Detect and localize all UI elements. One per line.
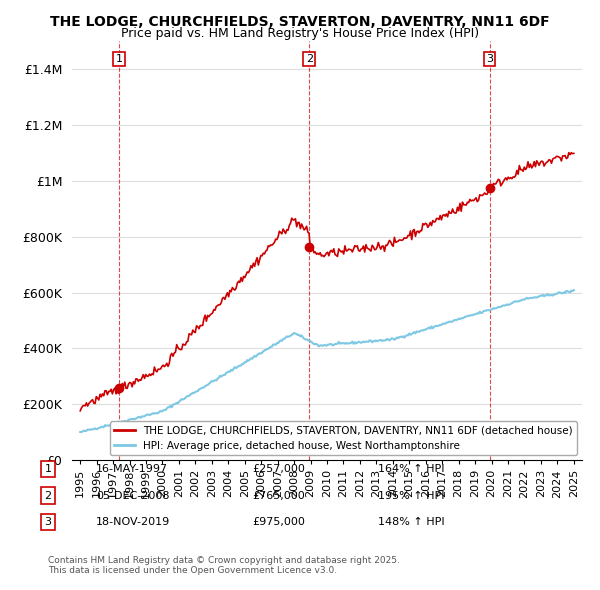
Text: 18-NOV-2019: 18-NOV-2019 [96,517,170,527]
Text: Contains HM Land Registry data © Crown copyright and database right 2025.
This d: Contains HM Land Registry data © Crown c… [48,556,400,575]
Text: 3: 3 [44,517,52,527]
Text: £765,000: £765,000 [252,491,305,500]
Text: 16-MAY-1997: 16-MAY-1997 [96,464,168,474]
Text: 2: 2 [305,54,313,64]
Text: Price paid vs. HM Land Registry's House Price Index (HPI): Price paid vs. HM Land Registry's House … [121,27,479,40]
Legend: THE LODGE, CHURCHFIELDS, STAVERTON, DAVENTRY, NN11 6DF (detached house), HPI: Av: THE LODGE, CHURCHFIELDS, STAVERTON, DAVE… [110,421,577,455]
Text: 164% ↑ HPI: 164% ↑ HPI [378,464,445,474]
Text: 148% ↑ HPI: 148% ↑ HPI [378,517,445,527]
Text: 05-DEC-2008: 05-DEC-2008 [96,491,170,500]
Text: 1: 1 [116,54,123,64]
Text: 195% ↑ HPI: 195% ↑ HPI [378,491,445,500]
Text: 3: 3 [486,54,493,64]
Text: £975,000: £975,000 [252,517,305,527]
Text: THE LODGE, CHURCHFIELDS, STAVERTON, DAVENTRY, NN11 6DF: THE LODGE, CHURCHFIELDS, STAVERTON, DAVE… [50,15,550,29]
Text: 2: 2 [44,491,52,500]
Text: 1: 1 [44,464,52,474]
Text: £257,000: £257,000 [252,464,305,474]
